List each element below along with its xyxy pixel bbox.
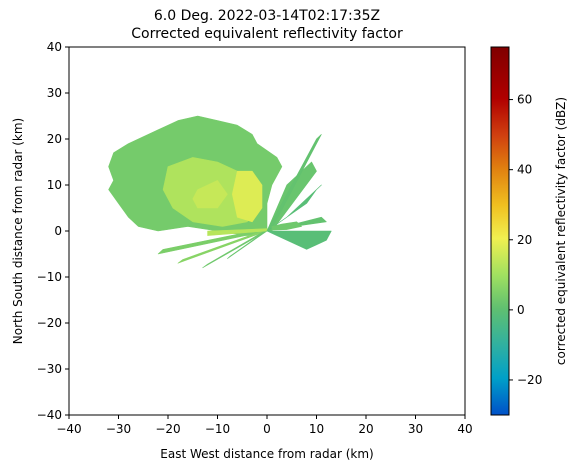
y-tick-label: −10 [37, 270, 62, 284]
x-tick-label: −10 [205, 422, 230, 436]
echo-region-2 [232, 170, 263, 223]
x-tick-label: 10 [309, 422, 324, 436]
colorbar-tick-label: 20 [517, 233, 532, 247]
chart-subtitle: Corrected equivalent reflectivity factor [131, 26, 403, 42]
y-tick-label: 40 [47, 40, 62, 54]
colorbar-ticks: −20 0 20 40 60 [509, 93, 542, 387]
echo-region-12 [266, 230, 332, 250]
colorbar-label: corrected equivalent reflectivity factor… [554, 97, 568, 365]
y-tick-label: 0 [54, 224, 62, 238]
y-axis-label: North South distance from radar (km) [11, 118, 25, 344]
echo-region-11 [266, 184, 322, 232]
echo-region-10 [266, 134, 322, 232]
x-tick-label: −30 [106, 422, 131, 436]
y-tick-label: 30 [47, 86, 62, 100]
colorbar-tick-label: −20 [517, 373, 542, 387]
y-tick-label: 20 [47, 132, 62, 146]
echo-region-8 [207, 228, 268, 236]
x-tick-label: −20 [155, 422, 180, 436]
chart-title: 6.0 Deg. 2022-03-14T02:17:35Z [154, 8, 380, 24]
x-tick-label: 40 [457, 422, 472, 436]
colorbar-tick-label: 0 [517, 303, 525, 317]
reflectivity-echoes [108, 115, 332, 269]
x-tick-label: 30 [408, 422, 423, 436]
x-axis-ticks: −40 −30 −20 −10 0 10 20 30 40 [56, 415, 473, 436]
colorbar [490, 46, 510, 416]
x-tick-label: 20 [358, 422, 373, 436]
x-tick-label: −40 [56, 422, 81, 436]
colorbar-tick-label: 60 [517, 93, 532, 107]
y-tick-label: −20 [37, 316, 62, 330]
y-tick-label: 10 [47, 178, 62, 192]
echo-region-14 [271, 221, 302, 231]
y-tick-label: −30 [37, 362, 62, 376]
y-tick-label: −40 [37, 408, 62, 422]
x-tick-label: 0 [263, 422, 271, 436]
y-axis-ticks: −40 −30 −20 −10 0 10 20 30 40 [37, 40, 69, 422]
x-axis-label: East West distance from radar (km) [160, 447, 373, 461]
colorbar-tick-label: 40 [517, 163, 532, 177]
echo-region-3 [192, 180, 228, 209]
